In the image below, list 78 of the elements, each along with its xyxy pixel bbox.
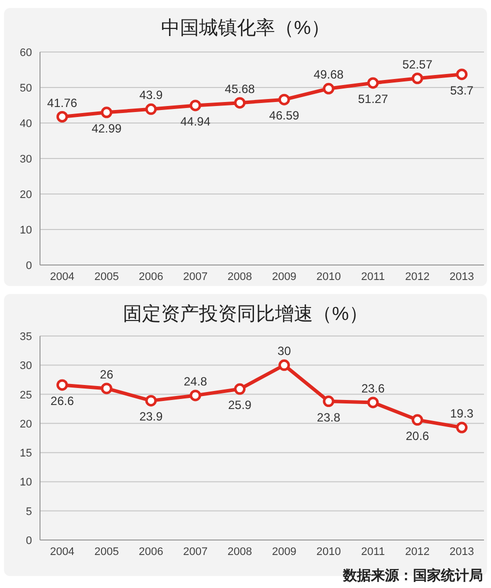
y-tick-label: 50 bbox=[20, 82, 32, 94]
x-tick-label: 2004 bbox=[50, 546, 74, 558]
x-tick-label: 2013 bbox=[450, 271, 474, 283]
y-tick-label: 20 bbox=[20, 189, 32, 201]
x-tick-label: 2004 bbox=[50, 271, 74, 283]
x-tick-label: 2008 bbox=[228, 546, 252, 558]
point bbox=[322, 82, 334, 94]
y-tick-label: 30 bbox=[20, 154, 32, 166]
data-label: 53.7 bbox=[450, 83, 474, 98]
y-tick-label: 20 bbox=[20, 418, 32, 430]
point bbox=[100, 382, 112, 394]
data-label: 49.68 bbox=[314, 68, 344, 82]
x-tick-label: 2012 bbox=[405, 271, 430, 283]
x-tick-label: 2009 bbox=[272, 546, 296, 558]
point bbox=[456, 68, 468, 80]
x-tick-label: 2009 bbox=[272, 271, 296, 283]
y-tick-label: 10 bbox=[20, 476, 32, 489]
y-tick-label: 0 bbox=[26, 535, 32, 547]
point bbox=[190, 100, 202, 112]
x-tick-label: 2012 bbox=[405, 546, 430, 558]
point bbox=[234, 97, 246, 109]
point bbox=[145, 394, 157, 406]
point bbox=[234, 383, 246, 395]
x-tick-label: 2008 bbox=[228, 271, 252, 283]
data-label: 52.57 bbox=[402, 57, 433, 72]
point bbox=[56, 111, 68, 122]
y-tick-label: 25 bbox=[20, 389, 32, 402]
data-label: 42.99 bbox=[92, 121, 122, 136]
data-label: 45.68 bbox=[224, 82, 256, 96]
x-tick-label: 2006 bbox=[138, 546, 164, 558]
y-tick-label: 0 bbox=[26, 260, 32, 272]
data-label: 30 bbox=[278, 344, 292, 358]
data-label: 19.3 bbox=[450, 406, 474, 421]
point bbox=[367, 396, 379, 408]
chart-title: 中国城镇化率（%） bbox=[161, 17, 330, 39]
data-label: 26 bbox=[100, 367, 114, 382]
y-tick-label: 5 bbox=[26, 506, 32, 518]
point bbox=[145, 103, 157, 115]
data-label: 23.8 bbox=[316, 410, 341, 424]
x-tick-label: 2005 bbox=[94, 271, 119, 283]
data-label: 20.6 bbox=[406, 428, 430, 443]
point bbox=[100, 106, 112, 118]
y-tick-label: 30 bbox=[20, 360, 32, 372]
point bbox=[412, 72, 424, 84]
data-label: 23.6 bbox=[361, 381, 385, 396]
point bbox=[190, 390, 202, 402]
point bbox=[367, 77, 379, 89]
x-tick-label: 2011 bbox=[361, 271, 385, 283]
data-label: 43.9 bbox=[139, 88, 163, 102]
x-tick-label: 2010 bbox=[316, 271, 341, 283]
point bbox=[278, 359, 290, 371]
data-label: 41.76 bbox=[47, 96, 78, 110]
x-tick-label: 2007 bbox=[183, 271, 208, 283]
data-label: 23.9 bbox=[139, 410, 163, 424]
x-tick-label: 2006 bbox=[138, 271, 164, 283]
point bbox=[456, 422, 468, 434]
data-label: 46.59 bbox=[269, 108, 300, 123]
data-label: 25.9 bbox=[228, 398, 252, 412]
x-tick-label: 2011 bbox=[361, 546, 385, 558]
y-tick-label: 60 bbox=[20, 47, 32, 59]
data-label: 24.8 bbox=[184, 374, 208, 388]
x-tick-label: 2010 bbox=[316, 546, 341, 558]
y-tick-label: 35 bbox=[20, 331, 32, 343]
data-label: 51.27 bbox=[358, 92, 388, 106]
data-label: 44.94 bbox=[180, 114, 211, 128]
point bbox=[278, 94, 290, 106]
x-tick-label: 2013 bbox=[450, 546, 474, 558]
x-tick-label: 2005 bbox=[94, 546, 119, 558]
chart-title: 固定资产投资同比增速（%） bbox=[123, 303, 368, 325]
source-note: 数据来源：国家统计局 bbox=[342, 567, 483, 583]
y-tick-label: 15 bbox=[20, 448, 32, 460]
point bbox=[56, 379, 68, 391]
point bbox=[322, 396, 334, 408]
data-label: 26.6 bbox=[50, 394, 74, 408]
point bbox=[412, 414, 424, 426]
y-tick-label: 10 bbox=[20, 224, 32, 236]
y-tick-label: 40 bbox=[20, 118, 32, 130]
x-tick-label: 2007 bbox=[183, 546, 208, 558]
